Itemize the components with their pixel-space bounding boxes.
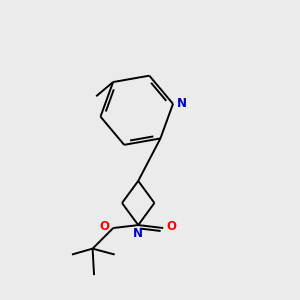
- Text: O: O: [100, 220, 110, 233]
- Text: N: N: [133, 226, 143, 240]
- Text: O: O: [167, 220, 177, 233]
- Text: N: N: [177, 98, 187, 110]
